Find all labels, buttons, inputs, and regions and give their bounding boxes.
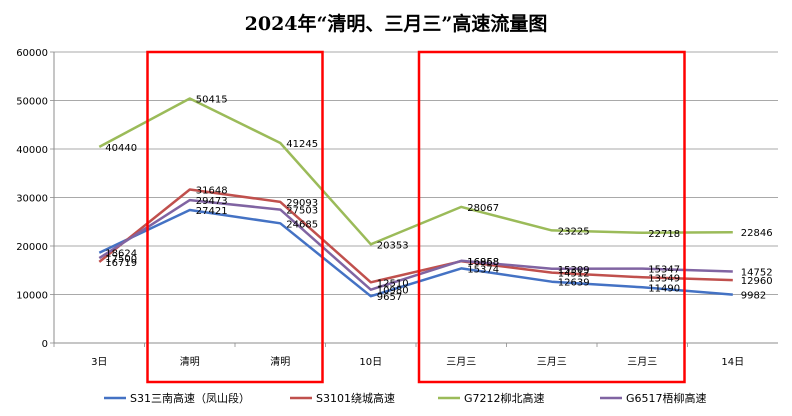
data-label: 12960 — [741, 276, 773, 287]
y-tick-label: 0 — [42, 339, 48, 350]
x-tick-label: 清明 — [270, 355, 290, 368]
series-line — [98, 208, 733, 298]
y-tick-label: 10000 — [16, 291, 48, 302]
chart-title: 2024年“清明、三月三”高速流量图 — [245, 12, 548, 35]
y-tick-label: 20000 — [16, 242, 48, 253]
data-label: 9657 — [377, 292, 402, 303]
x-tick-label: 三月三 — [446, 356, 476, 368]
data-label: 50415 — [196, 94, 228, 105]
x-tick-label: 三月三 — [537, 356, 567, 368]
data-label: 31648 — [196, 186, 228, 197]
x-axis-ticks: 3日 清明 清明 10日 三月三 三月三 三月三 14日 — [53, 343, 744, 368]
data-labels: 18624 27421 24685 9657 15374 12639 11490 9982 16… — [105, 94, 772, 303]
data-label: 24685 — [286, 219, 318, 230]
legend-label: G6517梧柳高速 — [626, 391, 707, 405]
data-label: 18624 — [105, 249, 137, 260]
series-line — [98, 97, 733, 246]
data-label: 13549 — [648, 273, 680, 284]
data-label: 15374 — [467, 264, 499, 275]
x-tick-label: 三月三 — [627, 356, 657, 368]
x-tick-label: 3日 — [91, 357, 107, 368]
x-tick-label: 14日 — [721, 357, 744, 368]
y-tick-label: 60000 — [16, 48, 48, 59]
data-label: 27421 — [196, 206, 228, 217]
data-label: 16868 — [467, 257, 499, 268]
data-label: 12639 — [558, 278, 590, 289]
series-lines — [98, 97, 733, 298]
data-label: 29093 — [286, 198, 318, 209]
data-label: 14752 — [741, 267, 773, 278]
x-tick-label: 10日 — [359, 357, 382, 368]
data-label: 11490 — [648, 283, 680, 294]
highlight-box — [417, 50, 686, 384]
data-label: 15347 — [648, 265, 680, 276]
data-label: 27503 — [286, 206, 318, 217]
data-label: 23225 — [558, 226, 590, 237]
y-tick-label: 30000 — [16, 194, 48, 205]
gridlines — [54, 51, 778, 344]
x-tick-label: 清明 — [180, 355, 200, 368]
data-label: 20353 — [377, 240, 409, 251]
data-label: 22846 — [741, 228, 773, 239]
data-label: 41245 — [286, 139, 318, 150]
series-line — [98, 188, 733, 284]
data-label: 10980 — [377, 286, 409, 297]
data-label: 16958 — [467, 257, 499, 268]
legend: S31三南高速（凤山段） S3101绕城高速 G7212柳北高速 G6517梧柳高速 — [104, 391, 707, 405]
data-label: 28067 — [467, 203, 499, 214]
data-label: 29473 — [196, 196, 228, 207]
y-tick-label: 40000 — [16, 145, 48, 156]
highlight-boxes — [146, 50, 686, 384]
data-label: 16719 — [105, 258, 137, 269]
data-label: 12510 — [377, 278, 409, 289]
data-label: 14512 — [558, 269, 590, 280]
y-axis-ticks: 0 10000 20000 30000 40000 50000 60000 — [16, 48, 54, 350]
data-label: 15309 — [558, 265, 590, 276]
legend-label: G7212柳北高速 — [464, 391, 545, 405]
data-label: 9982 — [741, 291, 766, 302]
series-line — [98, 198, 733, 291]
data-label: 40440 — [105, 143, 137, 154]
highlight-box — [146, 50, 324, 384]
legend-label: S31三南高速（凤山段） — [130, 391, 250, 405]
y-tick-label: 50000 — [16, 97, 48, 108]
data-label: 22718 — [648, 229, 680, 240]
data-label: 17500 — [105, 254, 137, 265]
legend-label: S3101绕城高速 — [316, 391, 395, 405]
